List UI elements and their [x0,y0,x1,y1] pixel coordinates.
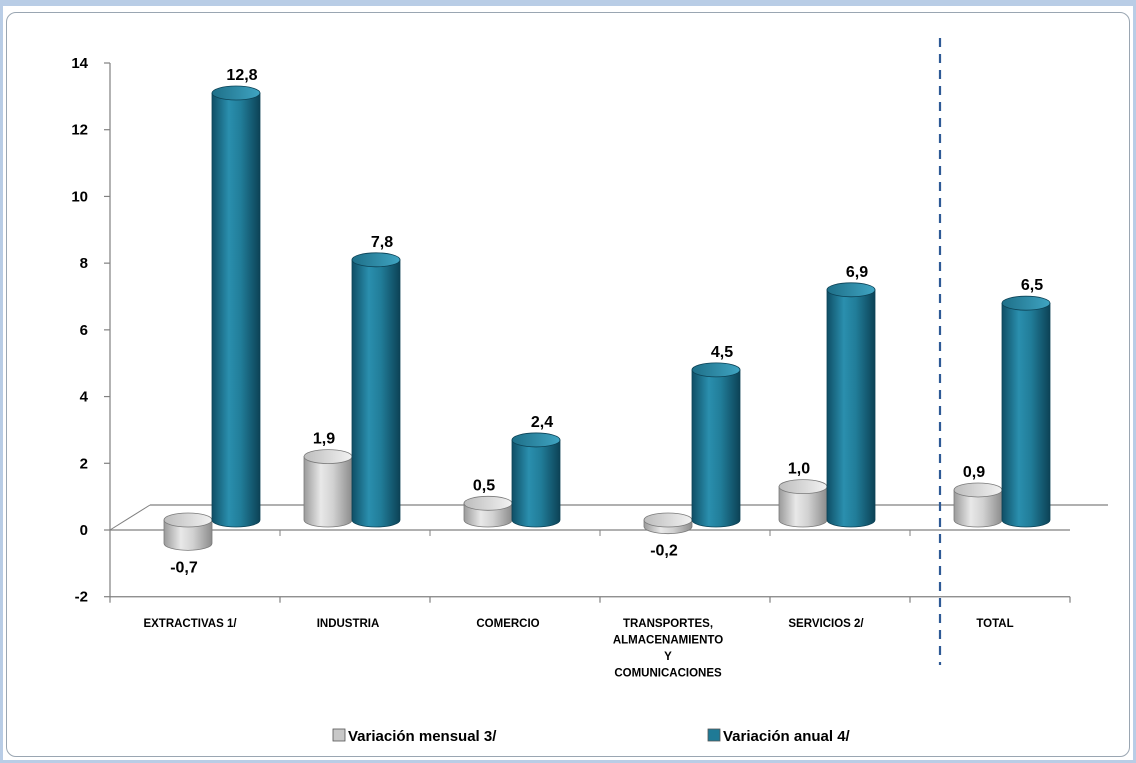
legend-swatch-blue [707,728,721,742]
x-category-label-line: SERVICIOS 2/ [788,618,864,630]
bar-mensual [643,512,693,535]
bar-top [826,282,876,298]
x-category-label: TRANSPORTES, ALMACENAMIENTO Y COMUNICACIONE… [613,618,723,680]
bar-top [511,432,561,448]
x-category-label-line: COMERCIO [476,618,539,630]
bar-top [303,449,353,465]
bars [163,85,1051,551]
x-category-label: TOTAL [976,618,1013,630]
x-category-label: COMERCIO [476,618,539,630]
legend-item: Variación anual 4/ [707,728,851,745]
x-category-label-line: COMUNICACIONES [614,668,722,680]
bar-top [351,252,401,268]
y-tick-label: 2 [80,455,88,472]
bar-mensual [953,482,1003,528]
y-tick-label: 6 [80,322,88,339]
bar-body [211,92,261,528]
bar-top [643,512,693,528]
legend: Variación mensual 3/Variación anual 4/ [332,728,851,745]
x-category-label: EXTRACTIVAS 1/ [143,618,237,630]
legend-label: Variación anual 4/ [723,728,851,745]
bar-mensual [463,495,513,528]
data-label: 1,0 [788,461,810,478]
bar-body [691,369,741,528]
bar-body [303,456,353,528]
legend-label: Variación mensual 3/ [348,728,497,745]
bar-anual [351,252,401,528]
data-label: 6,5 [1021,277,1043,294]
bar-top [463,495,513,511]
bar-mensual [163,512,213,551]
bar-body [511,439,561,528]
bar-anual [691,362,741,528]
x-category-label-line: TRANSPORTES, [623,618,713,630]
x-category-label: SERVICIOS 2/ [788,618,864,630]
bar-body [1001,302,1051,528]
bar-body [778,486,828,528]
x-category-label: INDUSTRIA [317,618,380,630]
y-tick-label: 14 [71,55,88,72]
y-tick-label: 12 [71,122,88,139]
bar-top [1001,295,1051,311]
bar-top [691,362,741,378]
legend-item: Variación mensual 3/ [332,728,497,745]
data-label: 0,5 [473,477,495,494]
x-category-label-line: ALMACENAMIENTO [613,635,723,647]
data-label: -0,2 [650,543,678,560]
bar-body [953,489,1003,528]
bar-anual [826,282,876,528]
y-tick-label: 8 [80,255,88,272]
y-tick-label: -2 [75,589,88,606]
legend-swatch-gray [332,728,346,742]
bar-top [778,479,828,495]
data-label: 12,8 [226,67,257,84]
bar-anual [211,85,261,528]
bar-top [163,512,213,528]
data-label: 2,4 [531,414,553,431]
data-label: 6,9 [846,264,868,281]
data-label: 7,8 [371,234,393,251]
bar-anual [1001,295,1051,528]
bar-body [163,519,213,551]
data-label: 0,9 [963,464,985,481]
bar-anual [511,432,561,528]
y-tick-label: 4 [80,389,89,406]
x-category-label-line: TOTAL [976,618,1013,630]
bar-body [351,259,401,528]
floor-depth-line [109,504,151,531]
chart-panel [6,12,1130,757]
x-category-label-line: EXTRACTIVAS 1/ [143,618,237,630]
bar-body [826,289,876,528]
data-label: -0,7 [170,559,198,576]
bar-top [211,85,261,101]
axes: -2 0 2 4 6 8 10 12 14 EXTRACTIVAS 1/INDUSTRIA COME… [71,38,1108,680]
bar-top [953,482,1003,498]
y-tick-label: 0 [80,522,88,539]
bar-mensual [778,479,828,528]
y-tick-label: 10 [71,188,88,205]
x-category-label-line: INDUSTRIA [317,618,380,630]
data-labels: -0,7 1,9 0,5 -0,2 1,0 0,9 12,8 7,8 2,4 4,5 6,9 6,5 [170,67,1043,576]
data-label: 4,5 [711,344,733,361]
data-label: 1,9 [313,431,335,448]
x-category-label-line: Y [664,651,672,663]
bar-mensual [303,449,353,528]
